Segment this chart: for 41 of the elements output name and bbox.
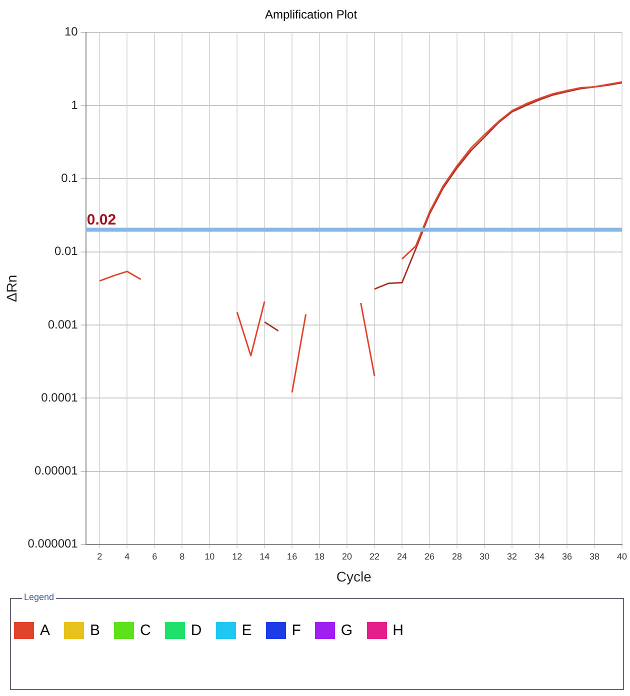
- x-tick-label: 22: [370, 551, 380, 562]
- chart-title: Amplification Plot: [264, 8, 358, 22]
- legend-label: A: [40, 622, 50, 639]
- y-tick-label: 0.00001: [34, 464, 78, 478]
- x-tick-label: 4: [124, 551, 130, 562]
- legend-label: E: [242, 622, 252, 639]
- x-tick-label: 32: [507, 551, 518, 562]
- y-tick-label: 0.000001: [28, 536, 78, 551]
- x-tick-label: 36: [562, 551, 572, 562]
- x-tick-label: 30: [480, 551, 490, 562]
- legend-label: C: [140, 622, 151, 639]
- y-tick-label: 0.1: [61, 171, 78, 185]
- x-tick-label: 2: [97, 551, 102, 562]
- x-tick-label: 16: [287, 551, 298, 562]
- legend-label: D: [190, 622, 202, 639]
- legend-label: H: [392, 622, 404, 639]
- y-axis-title: ΔRn: [3, 274, 20, 302]
- legend-label: B: [90, 622, 100, 639]
- legend-label: G: [340, 622, 353, 639]
- x-tick-label: 18: [314, 551, 325, 562]
- legend-label: F: [292, 622, 301, 639]
- x-tick-label: 10: [204, 551, 215, 562]
- ref-line-label: 0.02: [86, 211, 116, 228]
- y-tick-label: 0.001: [48, 317, 78, 332]
- x-tick-label: 38: [589, 551, 600, 562]
- y-tick-label: 0.0001: [41, 390, 78, 404]
- x-tick-label: 34: [534, 551, 545, 562]
- y-tick-label: 1: [71, 98, 78, 112]
- x-tick-label: 8: [180, 551, 185, 562]
- x-tick-label: 28: [452, 551, 462, 562]
- x-tick-label: 14: [260, 551, 270, 562]
- x-tick-label: 26: [424, 551, 435, 562]
- x-tick-label: 20: [342, 551, 352, 562]
- y-tick-label: 10: [64, 24, 78, 39]
- y-tick-label: 0.01: [54, 244, 78, 258]
- x-tick-label: 6: [152, 551, 158, 562]
- x-tick-label: 12: [232, 551, 242, 562]
- legend-title: Legend: [22, 592, 56, 602]
- x-tick-label: 40: [616, 551, 627, 562]
- x-axis-title: Cycle: [336, 568, 372, 584]
- x-tick-label: 24: [397, 551, 408, 562]
